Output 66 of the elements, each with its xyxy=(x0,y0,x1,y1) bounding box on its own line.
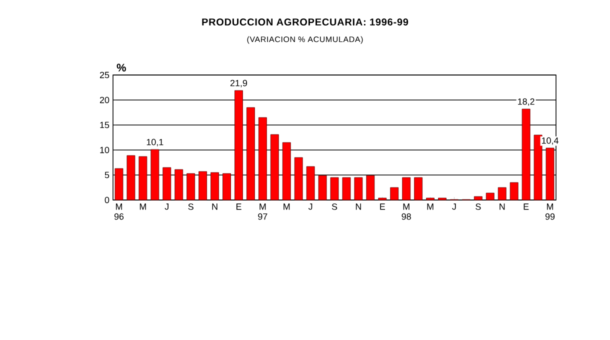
data-label: 18,2 xyxy=(518,98,534,106)
bar xyxy=(294,157,303,200)
y-tick-label: 10 xyxy=(100,146,110,154)
x-tick-label: M 99 xyxy=(545,204,555,220)
x-tick-label: M 96 xyxy=(114,204,124,220)
data-label: 10,4 xyxy=(542,137,558,145)
bar xyxy=(138,156,148,200)
x-tick-label: N xyxy=(356,204,361,210)
chart-title: PRODUCCION AGROPECUARIA: 1996-99 xyxy=(202,18,408,26)
x-tick-label: M 98 xyxy=(402,204,411,220)
x-tick-label: E xyxy=(524,204,529,210)
bar xyxy=(510,182,518,200)
x-tick-label: M xyxy=(284,204,290,210)
bar xyxy=(378,198,387,200)
bar xyxy=(114,168,124,200)
x-tick-label: M 97 xyxy=(258,204,268,220)
bar xyxy=(306,166,315,200)
bar xyxy=(474,196,482,200)
bar xyxy=(438,198,446,200)
bar xyxy=(426,198,434,200)
data-label: 21,9 xyxy=(230,80,248,88)
bar xyxy=(282,142,291,200)
y-axis-title: % xyxy=(116,64,126,72)
bar xyxy=(342,177,351,200)
x-tick-label: E xyxy=(236,204,242,210)
x-tick-label: N xyxy=(212,204,218,210)
bar xyxy=(210,172,219,200)
bar xyxy=(402,177,411,200)
bar xyxy=(150,149,160,200)
bar xyxy=(366,175,375,200)
y-tick-label: 20 xyxy=(100,96,110,104)
y-tick-label: 15 xyxy=(100,122,110,128)
x-tick-label: M xyxy=(140,204,146,210)
bar xyxy=(246,107,255,200)
y-tick-label: 5 xyxy=(104,172,110,178)
bar xyxy=(354,177,363,200)
bar xyxy=(174,169,184,200)
bar xyxy=(534,134,542,200)
bar xyxy=(270,134,279,200)
bar xyxy=(258,117,267,200)
bar xyxy=(390,187,399,200)
y-tick-label: 25 xyxy=(100,72,110,78)
bar xyxy=(186,173,196,200)
bar xyxy=(234,90,243,200)
bar xyxy=(222,173,231,200)
x-tick-label: M xyxy=(427,204,434,210)
data-label: 10,1 xyxy=(146,138,164,146)
bar xyxy=(126,155,136,200)
bar xyxy=(162,167,172,200)
x-tick-label: E xyxy=(380,204,385,210)
x-tick-label: N xyxy=(500,204,505,210)
x-tick-label: S xyxy=(476,204,481,210)
x-tick-label: S xyxy=(332,204,338,210)
bar xyxy=(198,171,207,200)
x-tick-label: S xyxy=(188,204,194,210)
bar xyxy=(414,177,423,200)
x-tick-label: J xyxy=(308,204,312,210)
y-tick-label: 0 xyxy=(104,196,110,204)
x-tick-label: J xyxy=(164,204,168,210)
bar xyxy=(330,177,339,200)
x-tick-label: J xyxy=(452,204,456,210)
bar xyxy=(546,148,554,200)
bar xyxy=(486,192,494,200)
bar xyxy=(318,175,327,200)
bar xyxy=(522,108,530,200)
bar xyxy=(498,187,506,200)
